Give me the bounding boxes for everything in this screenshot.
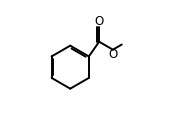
Text: O: O	[108, 48, 117, 61]
Text: O: O	[94, 15, 104, 28]
